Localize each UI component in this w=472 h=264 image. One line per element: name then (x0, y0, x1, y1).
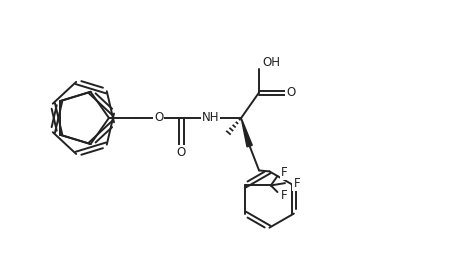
Text: F: F (281, 189, 288, 202)
Text: F: F (281, 166, 288, 179)
Text: NH: NH (202, 111, 219, 124)
Text: F: F (294, 177, 300, 190)
Text: OH: OH (262, 56, 280, 69)
Polygon shape (241, 118, 252, 147)
Text: O: O (286, 87, 295, 100)
Text: O: O (177, 146, 186, 159)
Text: O: O (154, 111, 163, 124)
